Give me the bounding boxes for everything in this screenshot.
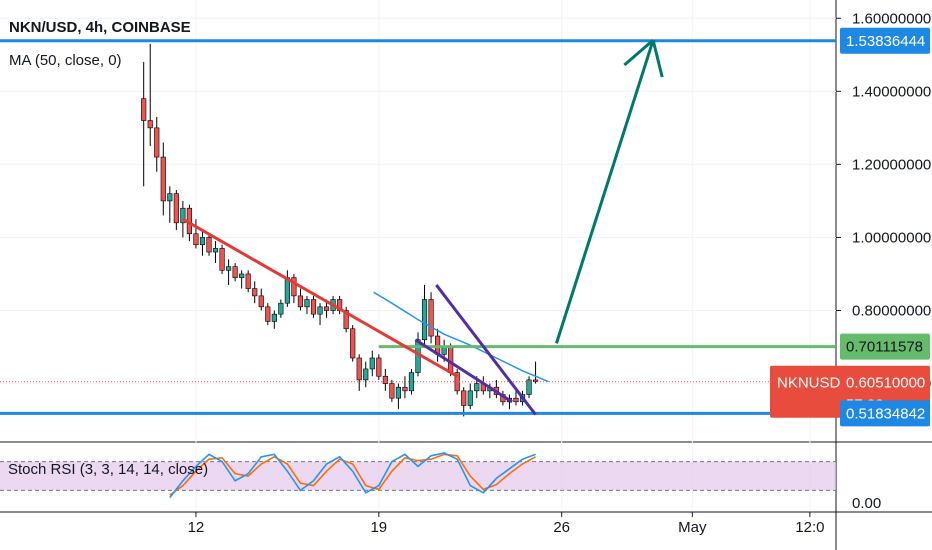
y-tick-label: 1.20000000 bbox=[852, 156, 931, 173]
stoch-k-line bbox=[169, 452, 536, 499]
candle-body bbox=[232, 266, 238, 278]
candle-body bbox=[402, 386, 408, 392]
x-tick-label: 19 bbox=[370, 519, 387, 536]
candle-body bbox=[389, 383, 395, 399]
candle-body bbox=[317, 306, 323, 315]
grid bbox=[0, 0, 836, 508]
candle-body bbox=[467, 390, 473, 406]
y-tick-label: 1.00000000 bbox=[852, 229, 931, 246]
candle-body bbox=[258, 295, 264, 308]
y-tick-label: 0.80000000 bbox=[852, 302, 931, 319]
x-tick-label: 12:0 bbox=[795, 519, 824, 536]
candle-body bbox=[154, 127, 160, 158]
candle-body bbox=[382, 375, 388, 384]
symbol-label: NKNUSD bbox=[777, 375, 841, 392]
y-tick-label: 1.60000000 bbox=[852, 10, 931, 27]
candle-body bbox=[363, 368, 369, 381]
candle-body bbox=[323, 306, 330, 311]
level-price-badge bbox=[840, 333, 930, 360]
candle-body bbox=[441, 346, 447, 355]
candle-body bbox=[461, 390, 467, 406]
candle-body bbox=[160, 156, 166, 202]
candle-body bbox=[376, 357, 382, 377]
candle-body bbox=[356, 357, 362, 381]
current-price-label: 0.60510000 bbox=[846, 375, 925, 392]
candle-body bbox=[199, 237, 206, 246]
axes: 1.60000000 1.40000000 1.20000000 1.00000000… bbox=[188, 10, 932, 536]
candle-body bbox=[297, 295, 304, 308]
candle-body bbox=[350, 328, 356, 359]
stoch-rsi-label[interactable]: Stoch RSI (3, 3, 14, 14, close) bbox=[8, 461, 209, 478]
candle-body bbox=[252, 288, 258, 297]
stoch-rsi-pane bbox=[0, 452, 836, 499]
stoch-d-line bbox=[169, 453, 536, 496]
candle-body bbox=[532, 379, 539, 382]
candle-body bbox=[271, 313, 277, 322]
candle-body bbox=[421, 299, 428, 341]
candle-body bbox=[310, 299, 317, 315]
candle-body bbox=[304, 299, 310, 308]
candle-body bbox=[226, 266, 232, 271]
channel-line bbox=[414, 338, 513, 404]
candle-body bbox=[173, 193, 179, 224]
target-arrow-shaft bbox=[555, 39, 655, 344]
candle-body bbox=[180, 207, 186, 224]
support-price-label: 0.51834842 bbox=[846, 405, 925, 422]
stoch-tick-label: 0.00 bbox=[852, 495, 881, 512]
resistance-price-label: 1.53836444 bbox=[846, 33, 925, 50]
candle-body bbox=[291, 277, 297, 297]
x-tick-label: 12 bbox=[188, 519, 205, 536]
trend-line bbox=[182, 217, 458, 378]
candle-body bbox=[219, 248, 225, 271]
candle-body bbox=[212, 248, 219, 253]
candle-body bbox=[239, 273, 245, 278]
candle-body bbox=[147, 120, 153, 129]
candle-body bbox=[343, 310, 349, 330]
candle-body bbox=[474, 383, 480, 392]
candle-body bbox=[526, 379, 532, 395]
target-arrow-head bbox=[651, 39, 664, 78]
candle-body bbox=[369, 357, 375, 370]
candle-body bbox=[206, 237, 212, 253]
candle-body bbox=[167, 193, 173, 202]
channel-line bbox=[435, 284, 537, 416]
candle-body bbox=[513, 397, 519, 403]
support-price-badge bbox=[840, 400, 930, 427]
resistance-price-badge bbox=[840, 27, 930, 54]
ma-line bbox=[373, 291, 549, 383]
x-tick-label: May bbox=[678, 519, 707, 536]
candle-body bbox=[193, 233, 199, 246]
candle-body bbox=[245, 273, 251, 289]
candle-body bbox=[278, 302, 284, 315]
target-arrow-head bbox=[623, 39, 655, 67]
candle-body bbox=[428, 299, 434, 337]
price-badges: 1.538364440.70111578NKNUSD0.6051000057:3… bbox=[770, 27, 930, 427]
level-price-label: 0.70111578 bbox=[846, 339, 923, 356]
candle-body bbox=[395, 386, 401, 399]
chart-title: NKN/USD, 4h, COINBASE bbox=[9, 19, 191, 36]
candle-body bbox=[141, 98, 147, 121]
drawings bbox=[0, 39, 836, 416]
y-tick-label: 1.40000000 bbox=[852, 83, 931, 100]
candle-body bbox=[265, 306, 271, 322]
ma-indicator-label[interactable]: MA (50, close, 0) bbox=[9, 52, 122, 69]
x-tick-label: 26 bbox=[553, 519, 570, 536]
